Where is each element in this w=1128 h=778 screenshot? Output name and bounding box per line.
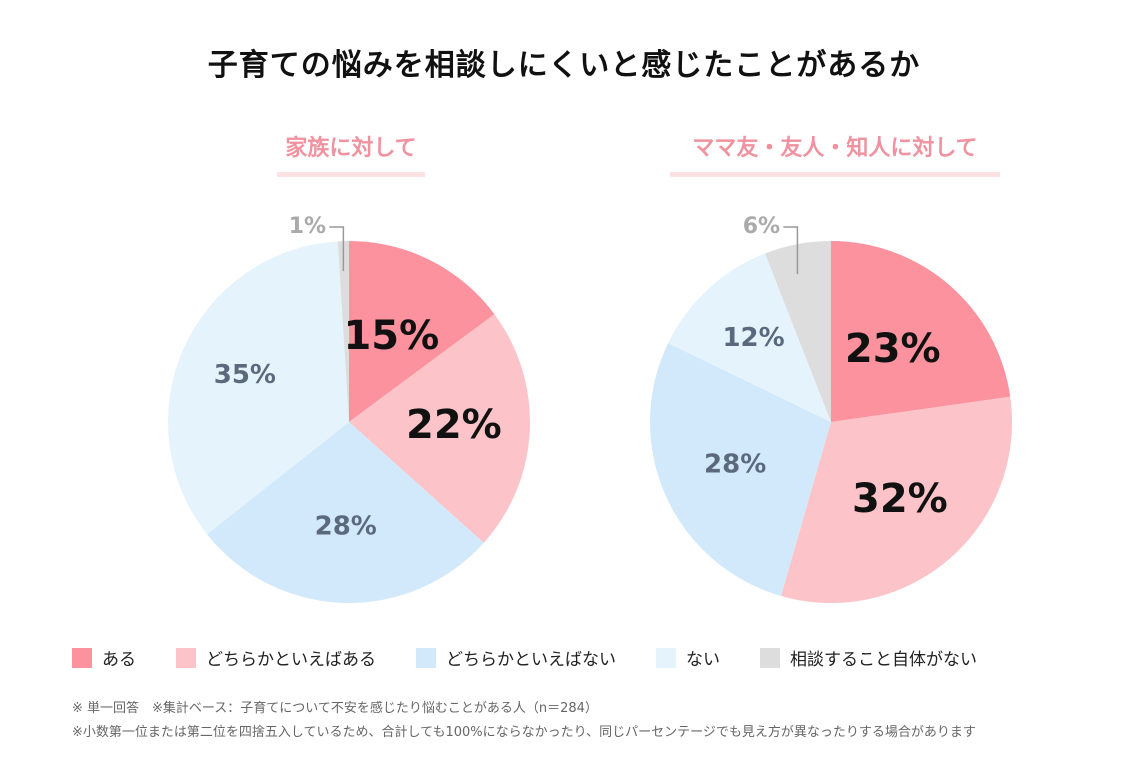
footnote-2: ※小数第一位または第二位を四捨五入しているため、合計しても100%にならなかった…: [72, 725, 976, 740]
legend-label: どちらかといえばある: [206, 650, 376, 670]
pie-label-0-0: 15%: [343, 313, 439, 359]
legend-swatch: [656, 647, 676, 668]
legend-swatch: [760, 647, 780, 668]
legend-label: 相談すること自体がない: [790, 650, 977, 670]
pie-label-0-3: 35%: [214, 360, 276, 390]
pie-label-0-1: 22%: [406, 402, 502, 448]
pie-charts: 15% 22% 28% 35% 1% 23% 32% 28% 12% 6%: [167, 214, 1012, 604]
pie-label-0-4: 1%: [289, 214, 326, 239]
pie-label-1-0: 23%: [845, 326, 941, 372]
pie-label-1-1: 32%: [852, 476, 948, 522]
legend-swatch: [72, 647, 92, 668]
pie-label-1-2: 28%: [704, 449, 766, 479]
pie-label-1-4: 6%: [743, 214, 780, 239]
legend: ある どちらかといえばある どちらかといえばない ない 相談すること自体がない: [72, 645, 1017, 670]
pie-slice-1-0: [831, 241, 1011, 422]
legend-item-somewhat-aru: どちらかといえばある: [176, 645, 376, 670]
callout-line-0: [329, 226, 345, 272]
legend-swatch: [416, 647, 436, 668]
footnote-1: ※ 単一回答 ※集計ベース：子育てについて不安を感じたり悩むことがある人（n＝2…: [72, 701, 598, 716]
legend-item-somewhat-nai: どちらかといえばない: [416, 645, 616, 670]
pie-slice-0-1: [349, 314, 531, 543]
pie-slice-0-2: [206, 422, 484, 603]
legend-label: ある: [102, 650, 136, 670]
chart-title: 子育ての悩みを相談しにくいと感じたことがあるか: [207, 48, 921, 83]
pie-slice-1-3: [668, 253, 831, 422]
pie-slice-1-2: [650, 343, 831, 596]
legend-item-nai: ない: [656, 645, 720, 670]
legend-item-aru: ある: [72, 645, 136, 670]
pie-slice-1-4: [764, 241, 831, 422]
legend-label: どちらかといえばない: [446, 650, 616, 670]
pie-label-1-3: 12%: [722, 323, 784, 353]
legend-label: ない: [686, 650, 720, 670]
legend-item-no-consult: 相談すること自体がない: [760, 645, 977, 670]
pie-title-friends: ママ友・友人・知人に対して: [670, 130, 1000, 177]
pie-slice-0-4: [337, 241, 349, 422]
pie-title-family: 家族に対して: [277, 130, 425, 177]
pie-slice-0-3: [167, 241, 349, 535]
pie-slice-0-0: [349, 241, 495, 422]
pie-label-0-2: 28%: [315, 511, 377, 541]
callout-line-1: [783, 226, 799, 275]
legend-swatch: [176, 647, 196, 668]
pie-slice-1-1: [780, 396, 1012, 604]
